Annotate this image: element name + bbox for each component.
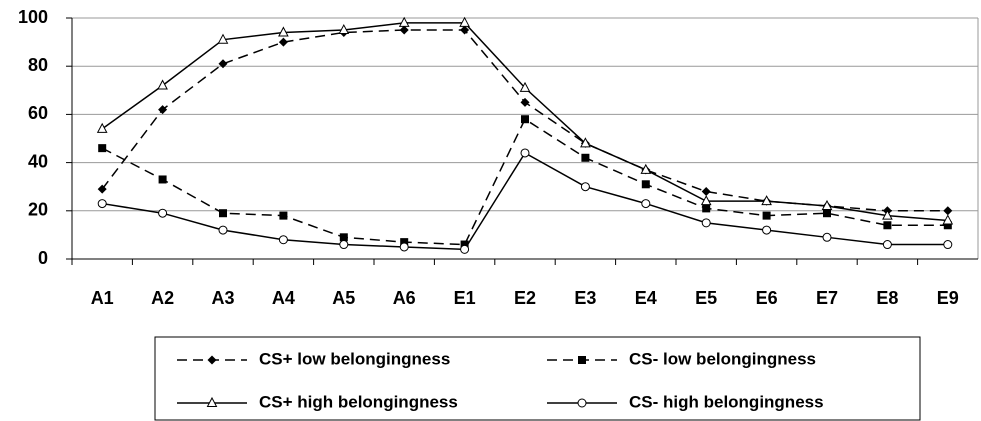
- marker: [158, 208, 168, 218]
- marker: [398, 16, 410, 27]
- marker: [460, 25, 470, 35]
- legend-label: CS+ low belongingness: [259, 349, 450, 368]
- marker: [943, 240, 953, 250]
- x-tick-label: A3: [211, 288, 234, 308]
- marker: [883, 221, 892, 230]
- marker: [702, 204, 711, 213]
- marker: [762, 225, 772, 235]
- x-tick-label: E1: [454, 288, 476, 308]
- y-tick-label: 100: [18, 7, 48, 27]
- marker: [218, 225, 228, 235]
- marker: [157, 79, 168, 90]
- x-tick-label: A6: [393, 288, 416, 308]
- marker: [641, 180, 650, 189]
- marker: [219, 209, 227, 218]
- x-tick-label: E7: [816, 288, 838, 308]
- x-tick-label: E5: [695, 288, 717, 308]
- x-tick-label: A5: [332, 288, 355, 308]
- marker: [701, 187, 711, 197]
- marker: [882, 209, 893, 220]
- marker: [520, 148, 530, 158]
- legend-marker: [207, 355, 217, 365]
- x-tick-label: A1: [91, 288, 114, 308]
- marker: [218, 59, 228, 69]
- marker: [158, 175, 167, 184]
- legend-marker: [577, 398, 587, 408]
- x-tick-label: A4: [272, 288, 295, 308]
- legend-marker: [206, 396, 218, 407]
- marker: [400, 238, 409, 247]
- marker: [217, 33, 229, 44]
- marker: [822, 232, 832, 242]
- marker: [279, 211, 288, 220]
- x-tick-label: E2: [514, 288, 536, 308]
- legend-box: [154, 336, 921, 421]
- marker: [459, 16, 470, 27]
- legend-marker: [578, 356, 586, 364]
- y-tick-label: 60: [28, 103, 48, 123]
- y-tick-label: 20: [28, 200, 48, 220]
- marker: [581, 153, 590, 162]
- marker: [278, 235, 288, 245]
- series-line: [102, 151, 948, 251]
- marker: [882, 240, 892, 250]
- marker: [521, 115, 529, 124]
- x-tick-label: E3: [574, 288, 596, 308]
- marker: [701, 218, 711, 228]
- marker: [339, 240, 349, 250]
- x-tick-label: E6: [756, 288, 778, 308]
- x-tick-label: E8: [876, 288, 898, 308]
- marker: [97, 184, 107, 194]
- y-tick-label: 0: [38, 248, 48, 268]
- legend-label: CS- low belongingness: [629, 349, 816, 368]
- marker: [580, 137, 591, 148]
- marker: [762, 211, 771, 220]
- series-line: [101, 118, 948, 246]
- marker: [943, 206, 953, 216]
- marker: [641, 199, 651, 209]
- marker: [98, 144, 107, 153]
- x-tick-label: A2: [151, 288, 174, 308]
- marker: [761, 195, 772, 206]
- marker: [339, 233, 348, 242]
- marker: [278, 26, 289, 37]
- marker: [821, 199, 833, 210]
- marker: [943, 221, 952, 230]
- marker: [97, 199, 107, 209]
- marker: [520, 97, 530, 107]
- marker: [640, 163, 652, 174]
- marker: [823, 209, 831, 218]
- y-tick-label: 80: [28, 55, 48, 75]
- marker: [158, 105, 168, 115]
- marker: [460, 240, 469, 249]
- marker: [399, 25, 409, 35]
- legend-label: CS+ high belongingness: [259, 392, 458, 411]
- marker: [96, 122, 108, 133]
- legend-label: CS- high belongingness: [629, 392, 824, 411]
- marker: [580, 182, 590, 192]
- marker: [338, 23, 350, 35]
- marker: [278, 37, 288, 47]
- x-tick-label: E9: [937, 288, 959, 308]
- marker: [460, 244, 470, 254]
- marker: [519, 81, 531, 92]
- marker: [942, 214, 954, 225]
- marker: [399, 242, 409, 252]
- y-tick-label: 40: [28, 151, 48, 171]
- x-tick-label: E4: [635, 288, 657, 308]
- marker: [700, 195, 712, 206]
